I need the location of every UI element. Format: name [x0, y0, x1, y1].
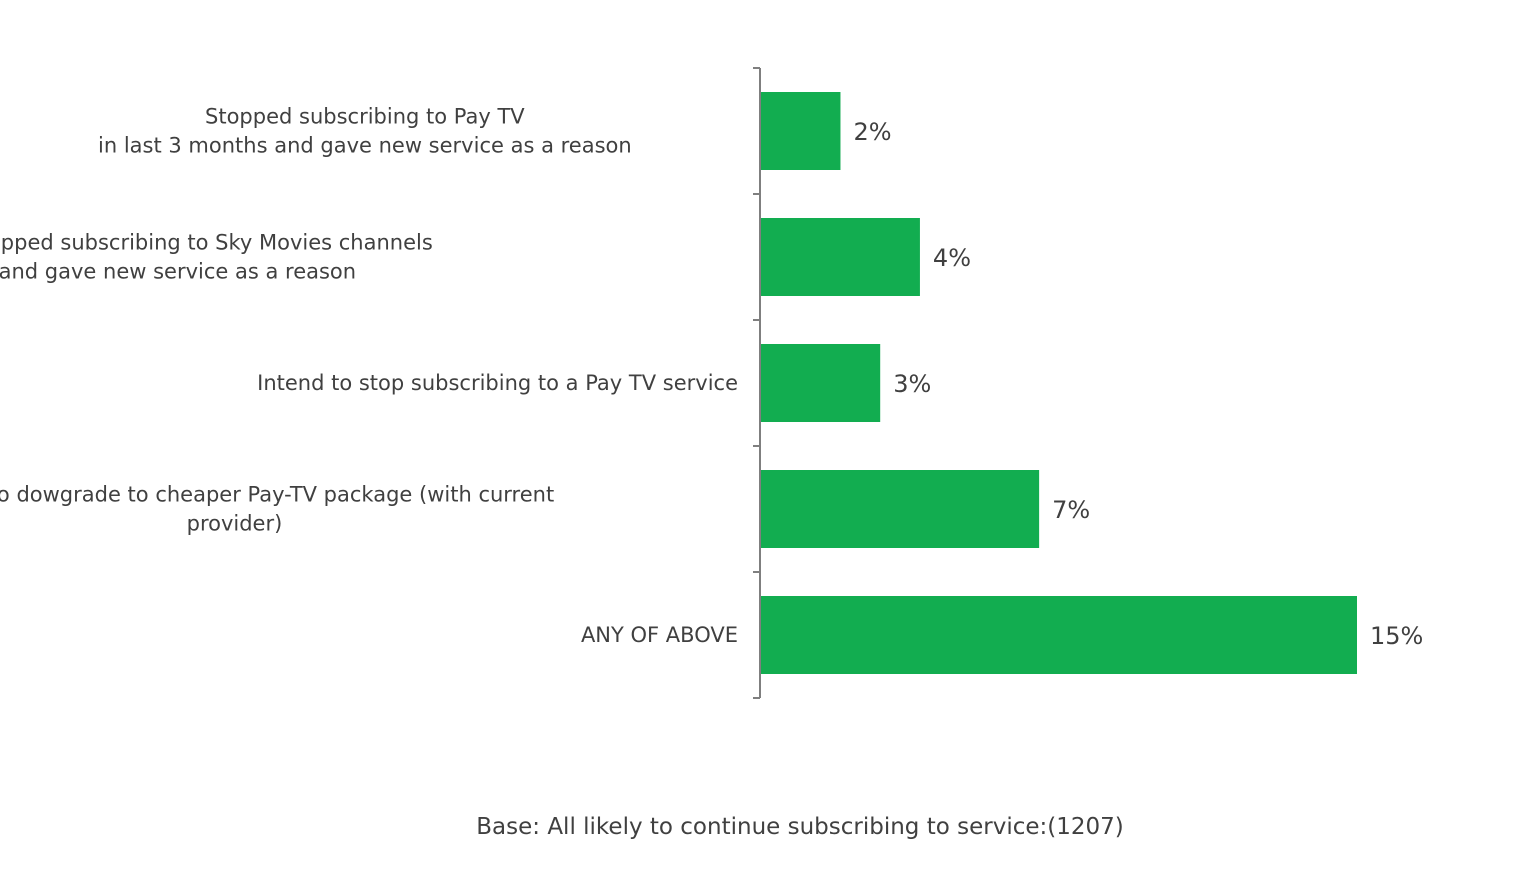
category-label-line: provider): [187, 512, 283, 536]
category-label: Stopped subscribing to Pay TV in last 3 m…: [98, 105, 632, 158]
bar: [761, 218, 920, 296]
category-label-line: Still have Pay TV but stopped subscribin…: [0, 231, 433, 255]
bars: [761, 92, 1357, 674]
value-label: 7%: [1052, 496, 1090, 524]
base-footnote: Base: All likely to continue subscribing…: [476, 814, 1124, 840]
category-label: Intend to dowgrade to cheaper Pay-TV pac…: [0, 483, 554, 536]
category-label: ANY OF ABOVE: [581, 623, 738, 647]
category-label-line: in last 3 months and gave new service as…: [98, 134, 632, 158]
axis-ticks: [753, 67, 760, 699]
value-label: 4%: [933, 244, 971, 272]
bar: [761, 596, 1357, 674]
bar: [761, 344, 881, 422]
value-label: 3%: [893, 370, 931, 398]
category-label-line: in last 3 months and gave new service as…: [0, 260, 356, 284]
bar: [761, 92, 841, 170]
category-label-line: ANY OF ABOVE: [581, 623, 738, 647]
category-label: Still have Pay TV but stopped subscribin…: [0, 231, 433, 284]
category-labels: Stopped subscribing to Pay TV in last 3 m…: [0, 105, 738, 648]
value-label: 2%: [853, 118, 891, 146]
category-label-line: Intend to dowgrade to cheaper Pay-TV pac…: [0, 483, 554, 507]
category-label-line: Stopped subscribing to Pay TV: [205, 105, 525, 129]
category-label: Intend to stop subscribing to a Pay TV s…: [257, 371, 738, 395]
value-label: 15%: [1370, 622, 1423, 650]
value-labels: 2% 4% 3% 7% 15%: [853, 118, 1423, 650]
category-label-line: Intend to stop subscribing to a Pay TV s…: [257, 371, 738, 395]
bar: [761, 470, 1040, 548]
